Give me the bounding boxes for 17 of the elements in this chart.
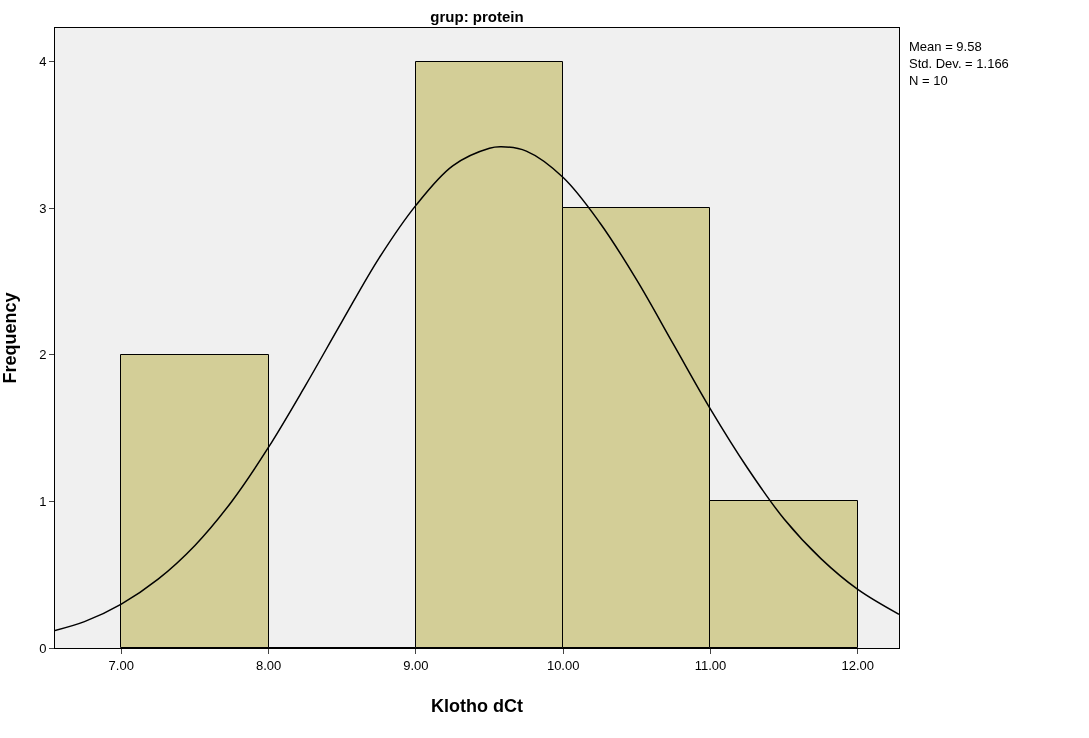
x-tick-label: 10.00 xyxy=(546,657,580,673)
y-tick-label: 2 xyxy=(39,347,47,363)
x-tick-label: 11.00 xyxy=(694,657,727,673)
y-tick-label: 0 xyxy=(39,640,47,656)
y-axis-title: Frequency xyxy=(0,292,20,384)
x-tick-label: 9.00 xyxy=(403,657,429,673)
y-tick-label: 3 xyxy=(39,200,47,216)
text: N = 10 xyxy=(909,72,948,88)
y-tick-label: 4 xyxy=(39,54,47,70)
x-axis-title: Klotho dCt xyxy=(431,696,523,716)
x-tick-label: 7.00 xyxy=(108,657,134,673)
x-tick-label: 8.00 xyxy=(255,657,282,673)
text: Mean = 9.58 xyxy=(909,39,982,54)
x-tick-label: 12.00 xyxy=(841,657,875,673)
chart-title: grup: protein xyxy=(430,7,524,25)
y-tick-label: 1 xyxy=(39,493,47,509)
text: Std. Dev. = 1.166 xyxy=(909,55,1009,71)
